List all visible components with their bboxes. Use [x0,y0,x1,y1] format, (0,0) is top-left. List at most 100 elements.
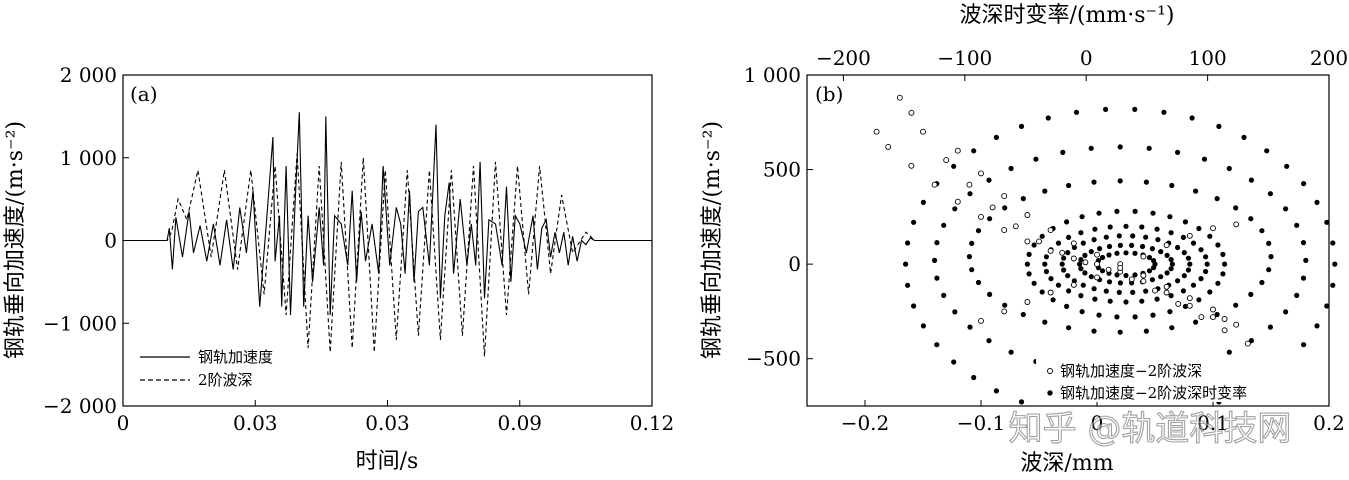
filled-point [1284,163,1290,169]
filled-point [1158,249,1164,255]
filled-point [1092,296,1098,302]
filled-point [1190,282,1197,288]
b-y-tick-label: −500 [746,347,801,371]
open-point [1094,251,1100,258]
open-point [1117,264,1124,271]
filled-point [1059,261,1065,267]
panel-b-y-axis: 1 000 500 0 −500 [744,63,813,371]
filled-point [1201,156,1208,162]
legend-item-accel-vs-depth: 钢轨加速度−2阶波深 [1060,362,1202,380]
panel-a-y-axis: 2 000 1 000 0 −1 000 −2 000 [43,63,129,418]
filled-point [1216,123,1222,129]
filled-point [1129,242,1135,248]
filled-point [1008,349,1014,355]
filled-point [1267,324,1273,330]
filled-point [1175,244,1181,251]
open-point [1047,289,1054,296]
b-x-tick-label: 0.2 [1313,411,1345,435]
a-x-tick-label: 0 [117,411,130,435]
filled-point [987,216,993,222]
filled-point [1132,250,1138,256]
filled-point [1150,210,1156,216]
filled-point [1168,230,1174,236]
filled-point [1181,273,1187,279]
filled-point [1123,250,1129,256]
filled-point [1248,291,1254,297]
open-point [1128,276,1135,283]
filled-point [1168,266,1174,272]
filled-point [1248,177,1254,183]
filled-point [1061,255,1067,261]
open-point [1163,242,1170,249]
filled-point [1043,268,1049,275]
open-point [873,128,880,135]
filled-point [1324,219,1330,225]
filled-point [1096,210,1102,216]
filled-point [1150,312,1156,318]
filled-point [1300,275,1307,281]
filled-point [1082,252,1088,258]
filled-point [1091,328,1097,334]
open-point [1140,253,1147,260]
filled-point [1294,292,1300,298]
open-point [1082,259,1089,266]
open-point [1036,238,1042,245]
filled-point [1020,196,1026,202]
filled-point [1123,299,1129,305]
filled-point [1092,226,1098,232]
filled-point [1107,298,1113,304]
open-point [1140,278,1147,285]
open-point [978,170,984,177]
filled-point [1043,254,1049,260]
filled-point [1116,289,1122,295]
filled-point [1099,254,1106,261]
b-y-tick-label: 500 [763,158,801,182]
filled-point [1039,289,1045,295]
filled-point [1214,311,1220,318]
filled-point [1332,261,1338,267]
open-point [1024,299,1031,305]
filled-point [1143,179,1149,185]
filled-point [1267,191,1273,197]
filled-point [1024,261,1030,267]
open-point [954,147,961,154]
filled-point [1203,268,1209,275]
a-y-tick-label: 1 000 [60,146,117,170]
filled-point [1018,399,1025,405]
filled-point [1143,288,1149,294]
filled-point [1066,234,1072,240]
filled-point [920,323,927,329]
filled-point [1241,134,1247,140]
filled-point [993,134,1000,140]
filled-point [1099,268,1106,274]
a-x-tick-label: 0.09 [497,411,542,435]
filled-point [1180,288,1186,294]
filled-point [1207,289,1213,295]
filled-point [1130,289,1136,295]
open-point [1001,193,1008,200]
b-top-tick-label: −200 [816,46,871,70]
filled-point [1264,148,1270,154]
b-y-tick-label: 0 [788,252,801,276]
b-x-tick-label: 0 [1091,411,1104,435]
a-y-tick-label: 2 000 [60,63,117,87]
filled-point [1169,325,1175,331]
filled-point [1002,302,1008,308]
filled-point [1193,319,1199,325]
filled-point [1151,258,1157,264]
filled-point [1080,240,1086,246]
filled-point [1301,181,1307,187]
open-point [1070,240,1077,247]
filled-point [1065,273,1071,279]
filled-point [1106,243,1113,250]
open-point [966,181,973,188]
filled-point [1079,214,1085,220]
filled-point [1154,296,1160,302]
filled-point [971,148,977,154]
filled-point [966,254,973,260]
filled-point [1018,123,1025,129]
filled-point [1330,282,1336,288]
filled-point [1026,251,1032,257]
filled-point [1078,230,1084,236]
open-point [1244,340,1251,347]
